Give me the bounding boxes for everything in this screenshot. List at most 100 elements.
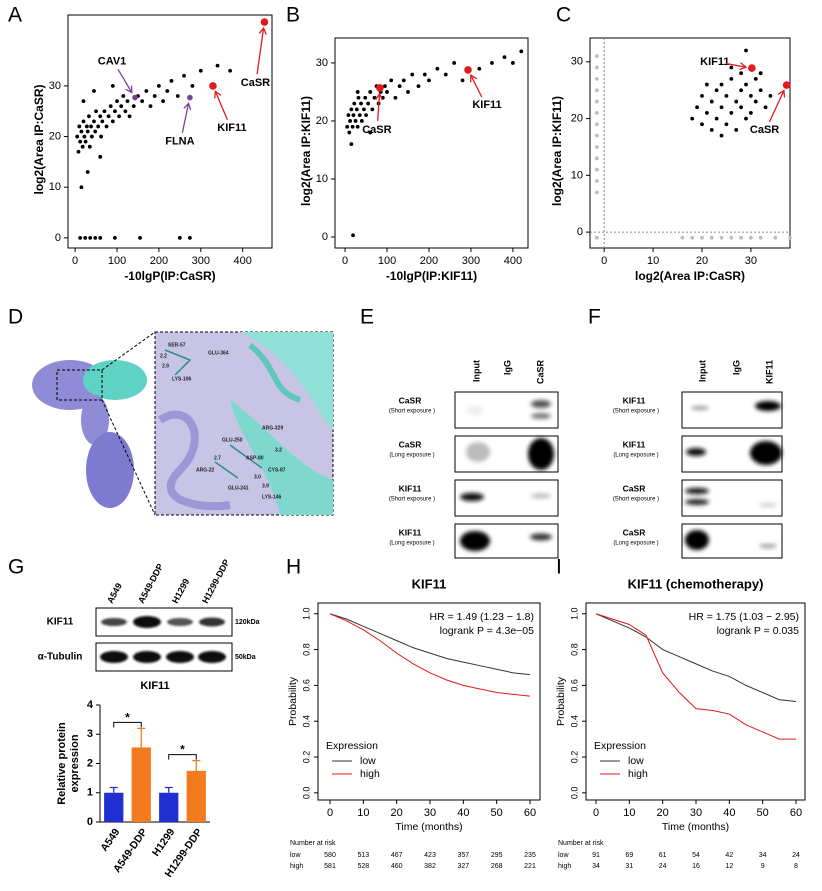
data-point (594, 179, 599, 183)
annotation-arrow (377, 93, 381, 121)
data-point (393, 95, 398, 100)
data-point (127, 114, 132, 119)
data-point (490, 61, 494, 65)
risk-value: 423 (424, 852, 436, 859)
data-point (76, 149, 81, 154)
ribbon (230, 400, 333, 515)
y-tick-label: 20 (316, 115, 328, 127)
risk-value: 31 (625, 863, 633, 870)
y-tick-label: 0.0 (569, 787, 579, 800)
y-tick-label: 0 (322, 231, 328, 243)
panel-letter: B (286, 4, 300, 27)
row-exposure: (Short exposure ) (613, 497, 659, 503)
row-label: KIF11 (623, 439, 646, 449)
x-tick-label: 10 (623, 807, 635, 819)
data-point (768, 93, 773, 98)
survival-curve (329, 613, 531, 697)
data-point (714, 116, 719, 121)
highlight-point (187, 94, 193, 101)
row-exposure: (Long exposure ) (613, 541, 658, 547)
annotation-label: KIF11 (472, 99, 501, 111)
y-tick-label: 30 (316, 57, 328, 69)
x-tick-label: 0 (342, 255, 348, 267)
data-point (346, 113, 351, 118)
error-bar (164, 786, 173, 793)
lane-label: KIF11 (764, 360, 774, 384)
data-point (744, 116, 748, 121)
data-point (121, 94, 126, 98)
arrow-head (739, 62, 748, 71)
y-tick-label: 0.2 (301, 751, 311, 764)
legend-label: low (360, 755, 376, 767)
data-point (89, 124, 93, 129)
data-point (144, 89, 149, 93)
data-point (763, 105, 768, 110)
y-tick-label: 0.0 (301, 787, 311, 800)
annotation-label: FLNA (165, 135, 194, 147)
residue-label: CYS-87 (268, 467, 286, 473)
panel-letter: H (286, 556, 301, 579)
significance-bracket (113, 721, 142, 728)
data-point (138, 235, 142, 240)
data-point (502, 55, 507, 60)
blot-e: Input IgG CaSR CaSR (Short exposure ) Ca… (389, 360, 559, 559)
row-label: CaSR (623, 483, 646, 493)
data-point (356, 95, 361, 100)
protein-surface (86, 432, 134, 508)
highlight-point (782, 81, 791, 89)
data-point (93, 129, 98, 134)
x-axis-label: Time (months) (662, 821, 729, 833)
chart-title: KIF11 (412, 576, 447, 591)
data-point (348, 119, 353, 123)
lane-label: Input (697, 360, 707, 382)
data-point (113, 235, 117, 240)
data-point (98, 114, 103, 119)
x-tick-label: 60 (790, 807, 802, 819)
data-point (719, 235, 724, 240)
data-point (110, 84, 115, 88)
stat-annotation: logrank P = 4.3e−05 (440, 625, 535, 637)
highlight-point (748, 64, 756, 72)
blot-box (681, 479, 783, 517)
y-tick-label: 0.6 (301, 679, 311, 692)
y-tick-label: 0 (55, 232, 61, 244)
risk-value: 581 (324, 863, 336, 870)
lane-label: A549 (105, 581, 124, 605)
risk-row-label: low (558, 852, 569, 859)
ribbon (248, 342, 302, 403)
x-tick-label: 20 (657, 807, 669, 819)
x-tick-label: 50 (757, 807, 769, 819)
y-axis-label: log2(Area IP:KIF11) (299, 96, 313, 206)
chart-title: KIF11 (chemotherapy) (628, 576, 764, 591)
data-point (78, 139, 83, 144)
data-point (362, 107, 366, 112)
residue-label: ARG-22 (196, 467, 215, 473)
chart-title: KIF11 (140, 680, 169, 692)
residue-label: LYS-146 (262, 494, 281, 500)
data-point (117, 114, 122, 119)
data-point (85, 170, 90, 174)
data-point (368, 90, 373, 94)
data-point (108, 104, 113, 109)
data-point (594, 99, 599, 104)
data-point (594, 65, 599, 70)
annotation-arrow (470, 74, 483, 98)
residue-label: ARG-329 (262, 425, 283, 431)
data-point (354, 107, 359, 112)
data-point (96, 124, 101, 129)
data-point (81, 119, 86, 124)
data-point (87, 114, 91, 119)
data-point (734, 99, 739, 104)
plot-frame (334, 37, 529, 249)
annotation-label: CaSR (362, 124, 391, 136)
panel-letter: G (8, 556, 24, 579)
data-point (106, 114, 111, 119)
x-tick-label: 0 (72, 255, 78, 267)
y-tick-label: 0 (577, 226, 583, 238)
risk-value: 467 (391, 852, 403, 859)
bands (100, 616, 226, 663)
highlight-point (260, 18, 269, 26)
risk-value: 24 (792, 852, 800, 859)
protein-surface (83, 360, 147, 400)
